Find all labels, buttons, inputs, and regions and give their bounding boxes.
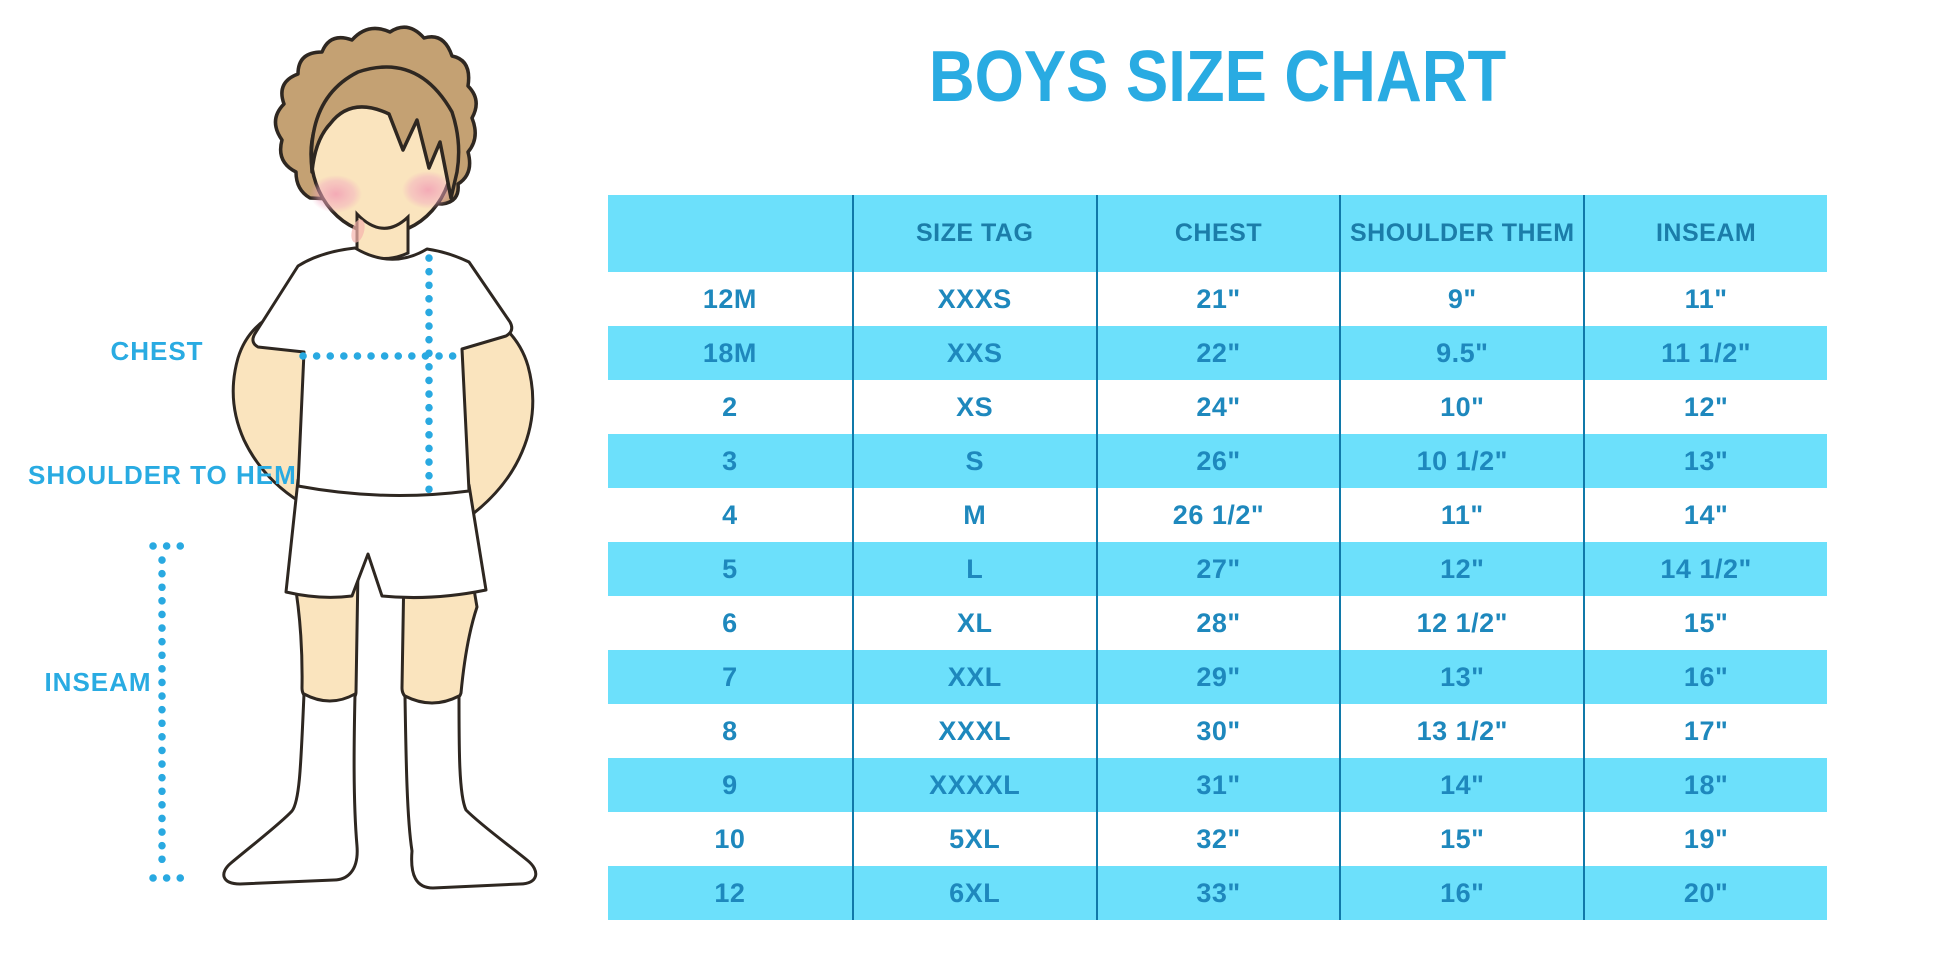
table-cell: 13 1/2" [1339,704,1583,758]
table-cell: 30" [1095,704,1340,758]
boy-sock-right [403,694,538,890]
table-row: 18M XXS 22" 9.5" 11 1/2" [608,326,1827,380]
table-cell: 9.5" [1339,326,1583,380]
table-row: 10 5XL 32" 15" 19" [608,812,1827,866]
boy-cheek-left [310,175,362,213]
table-cell: 7 [722,661,738,692]
page-title: BOYS SIZE CHART [928,37,1507,117]
table-cell: 14" [1339,758,1583,812]
table-cell: XS [851,380,1096,434]
table-cell: 16" [1339,866,1583,920]
table-cell: 8 [722,715,738,746]
table-cell: 14 1/2" [1583,542,1827,596]
header-cell-chest: CHEST [1095,195,1340,272]
table-cell: 10 1/2" [1339,434,1583,488]
table-row: 4 M 26 1/2" 11" 14" [608,488,1827,542]
table-cell: S [851,434,1096,488]
table-cell: 10" [1339,380,1583,434]
table-cell: 3 [722,445,738,476]
boy-sock-left [222,692,359,886]
table-cell: XXXXL [851,758,1096,812]
size-table-body: 12M XXXS 21" 9" 11" 18M XXS 22" 9.5" 11 1/2" 2 XS 24… [608,272,1827,920]
table-cell: XXXS [851,272,1096,326]
table-cell: 33" [1095,866,1340,920]
table-cell: 12M [702,283,757,314]
boy-tshirt [251,246,514,497]
table-row: 8 XXXL 30" 13 1/2" 17" [608,704,1827,758]
table-cell: 28" [1095,596,1340,650]
inseam-label: INSEAM [44,667,152,697]
table-cell: 9 [722,769,738,800]
header-cell-shoulder-them: SHOULDER THEM [1339,195,1583,272]
table-cell: 12" [1339,542,1583,596]
table-row: 12M XXXS 21" 9" 11" [608,272,1827,326]
table-cell: 15" [1339,812,1583,866]
boy-cheek-right [402,171,454,209]
boy-hair-fringe [309,65,461,200]
table-row: 7 XXL 29" 13" 16" [608,650,1827,704]
table-row: 5 L 27" 12" 14 1/2" [608,542,1827,596]
table-cell: 26" [1095,434,1340,488]
table-cell: 24" [1095,380,1340,434]
table-cell: 29" [1095,650,1340,704]
table-cell: 9" [1339,272,1583,326]
table-cell: 12 1/2" [1339,596,1583,650]
table-cell: 15" [1583,596,1827,650]
table-cell: 11 1/2" [1583,326,1827,380]
table-cell: 20" [1583,866,1827,920]
table-cell: 11" [1583,272,1827,326]
table-header-row: SIZE TAG CHEST SHOULDER THEM INSEAM [608,195,1827,272]
table-cell: 13" [1583,434,1827,488]
table-cell: 5XL [851,812,1096,866]
table-cell: 18" [1583,758,1827,812]
table-cell: 10 [714,823,746,854]
shoulder-to-hem-label: SHOULDER TO HEM [28,460,297,490]
table-cell: XXS [851,326,1096,380]
size-chart-table: SIZE TAG CHEST SHOULDER THEM INSEAM 12M X… [608,195,1827,920]
chest-label: CHEST [110,336,204,366]
table-cell: 18M [702,337,757,368]
table-row: 2 XS 24" 10" 12" [608,380,1827,434]
table-cell: XL [851,596,1096,650]
table-cell: 11" [1339,488,1583,542]
table-cell: 6 [722,607,738,638]
table-row: 3 S 26" 10 1/2" 13" [608,434,1827,488]
table-cell: 4 [722,499,738,530]
table-cell: 26 1/2" [1095,488,1340,542]
table-cell: 12" [1583,380,1827,434]
table-cell: 16" [1583,650,1827,704]
table-cell: 13" [1339,650,1583,704]
table-cell: 2 [722,391,738,422]
table-cell: 27" [1095,542,1340,596]
table-row: 12 6XL 33" 16" 20" [608,866,1827,920]
boy-neck-shadow [351,219,365,243]
table-cell: 6XL [851,866,1096,920]
table-row: 6 XL 28" 12 1/2" 15" [608,596,1827,650]
boy-figure-illustration [149,25,538,890]
table-cell: 5 [722,553,738,584]
table-cell: 32" [1095,812,1340,866]
table-cell: 12 [714,877,746,908]
table-cell: 22" [1095,326,1340,380]
table-cell: 17" [1583,704,1827,758]
header-cell-size-tag: SIZE TAG [851,195,1096,272]
header-cell-inseam: INSEAM [1583,195,1827,272]
table-cell: XXXL [851,704,1096,758]
boy-shorts [284,478,488,600]
table-cell: L [851,542,1096,596]
table-cell: 14" [1583,488,1827,542]
table-cell: 19" [1583,812,1827,866]
table-cell: M [851,488,1096,542]
table-row: 9 XXXXL 31" 14" 18" [608,758,1827,812]
header-cell-size [608,195,852,272]
table-cell: 31" [1095,758,1340,812]
table-cell: 21" [1095,272,1340,326]
table-cell: XXL [851,650,1096,704]
